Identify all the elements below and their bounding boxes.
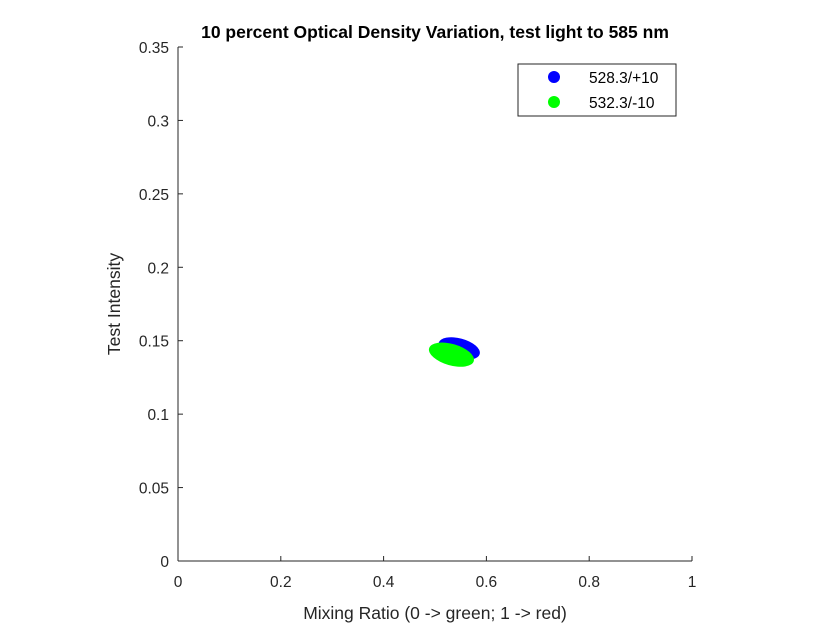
x-ticks: 0 0.2 0.4 0.6 0.8 1	[174, 556, 697, 591]
chart-title: 10 percent Optical Density Variation, te…	[201, 22, 669, 42]
x-axis-label: Mixing Ratio (0 -> green; 1 -> red)	[303, 603, 567, 623]
x-tick-label: 1	[688, 574, 697, 591]
y-tick-label: 0.05	[139, 481, 169, 498]
legend-label-528: 528.3/+10	[589, 70, 659, 87]
y-tick-label: 0.1	[147, 407, 169, 424]
legend-box	[517, 63, 677, 117]
x-tick-label: 0.8	[578, 574, 600, 591]
legend-marker-528	[548, 71, 560, 83]
legend-label-532: 532.3/-10	[589, 95, 655, 112]
series-ellipse-532	[428, 342, 474, 367]
y-ticks: 0 0.05 0.1 0.15 0.2 0.25 0.3 0.35	[139, 40, 183, 571]
x-tick-label: 0.2	[270, 574, 292, 591]
y-tick-label: 0.25	[139, 187, 169, 204]
data-layer	[428, 337, 480, 367]
y-tick-label: 0.35	[139, 40, 169, 57]
y-tick-label: 0.15	[139, 334, 169, 351]
x-tick-label: 0.6	[476, 574, 498, 591]
x-tick-label: 0	[174, 574, 183, 591]
y-tick-label: 0.3	[147, 113, 169, 130]
legend-marker-532	[548, 96, 560, 108]
y-axis-label: Test Intensity	[104, 253, 124, 355]
legend: 528.3/+10 532.3/-10	[517, 63, 677, 117]
axes-layer	[177, 47, 692, 562]
x-tick-label: 0.4	[373, 574, 395, 591]
y-tick-label: 0	[160, 554, 169, 571]
y-tick-label: 0.2	[147, 260, 169, 277]
